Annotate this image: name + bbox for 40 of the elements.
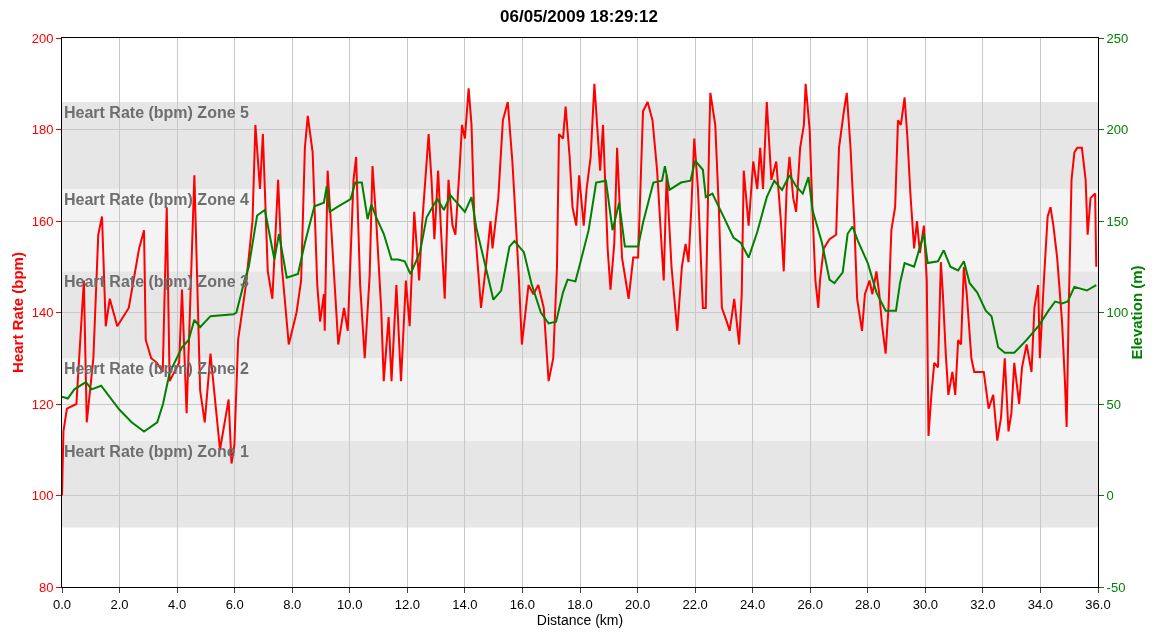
y2-axis-title: Elevation (m) xyxy=(1128,265,1146,360)
x-tick-label: 26.0 xyxy=(797,596,823,612)
y2-tick-label: -50 xyxy=(1106,579,1126,595)
x-tick-label: 34.0 xyxy=(1027,596,1054,612)
y-tick-label: 200 xyxy=(31,30,54,46)
y2-tick-label: 150 xyxy=(1106,213,1129,229)
x-tick-label: 12.0 xyxy=(394,596,420,612)
x-tick-label: 18.0 xyxy=(567,596,593,612)
y-tick-label: 180 xyxy=(31,122,54,138)
x-tick-label: 24.0 xyxy=(740,596,766,612)
x-tick-label: 32.0 xyxy=(970,596,996,612)
y2-tick-label: 0 xyxy=(1106,488,1114,504)
x-tick-label: 8.0 xyxy=(283,596,302,612)
x-tick-label: 36.0 xyxy=(1085,596,1111,612)
y2-tick-label: 100 xyxy=(1106,305,1129,321)
y-axis-title: Heart Rate (bpm) xyxy=(8,252,26,373)
y-tick-label: 80 xyxy=(38,579,54,595)
x-axis-title: Distance (km) xyxy=(536,611,624,628)
x-tick-label: 14.0 xyxy=(452,596,478,612)
x-tick-label: 20.0 xyxy=(624,596,651,612)
band-label: Heart Rate (bpm) Zone 4 xyxy=(64,191,250,208)
x-tick-label: 0.0 xyxy=(52,596,72,612)
y-tick-label: 160 xyxy=(31,213,54,229)
x-tick-label: 22.0 xyxy=(682,596,708,612)
y-tick-label: 140 xyxy=(31,305,54,321)
x-tick-label: 30.0 xyxy=(912,596,938,612)
band-label: Heart Rate (bpm) Zone 5 xyxy=(64,104,250,121)
y-tick-label: 120 xyxy=(31,396,54,412)
x-tick-label: 16.0 xyxy=(509,596,536,612)
y-tick-label: 100 xyxy=(31,488,54,504)
x-tick-label: 2.0 xyxy=(110,596,129,612)
y2-tick-label: 50 xyxy=(1106,396,1122,412)
x-tick-label: 6.0 xyxy=(225,596,244,612)
x-tick-label: 4.0 xyxy=(168,596,187,612)
y2-tick-label: 200 xyxy=(1106,122,1129,138)
chart-title: 06/05/2009 18:29:12 xyxy=(500,6,658,26)
line-series xyxy=(62,159,1098,433)
y2-tick-label: 250 xyxy=(1106,30,1129,46)
x-tick-label: 28.0 xyxy=(855,596,881,612)
x-tick-label: 10.0 xyxy=(337,596,363,612)
